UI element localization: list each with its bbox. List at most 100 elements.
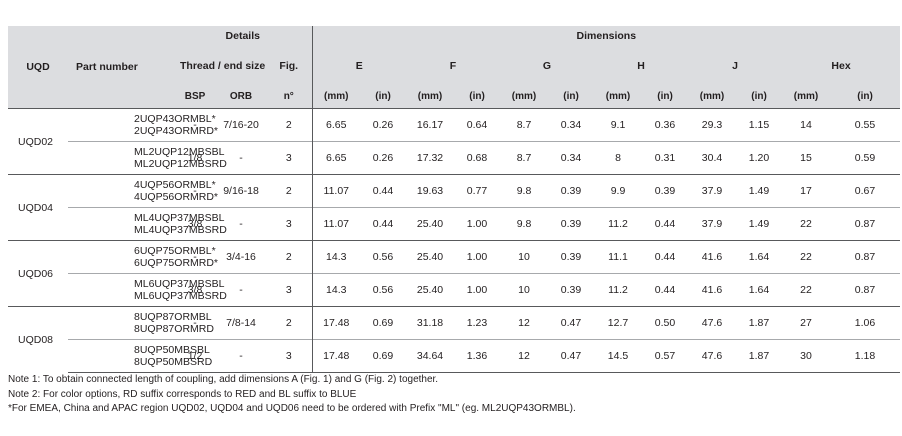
part-number: 6UQP75ORMRD*: [134, 257, 219, 269]
dimension-value-cell: 0.44: [642, 240, 689, 274]
uqd-size-cell: UQD06: [8, 240, 68, 307]
dimension-value-cell: 22: [782, 273, 831, 307]
bsp-cell: -: [174, 174, 216, 208]
dimension-value-cell: 0.87: [830, 273, 901, 307]
dimension-value-cell: 11.07: [311, 207, 361, 241]
dimension-value-cell: 41.6: [688, 273, 737, 307]
dimension-value-cell: 17.48: [311, 306, 361, 340]
unit-in-header: (in): [642, 86, 689, 109]
dimension-value-cell: 1.00: [454, 273, 501, 307]
orb-cell: 9/16-18: [216, 174, 266, 208]
fig-cell: 2: [266, 240, 313, 274]
part-number: ML4UQP37MBSRD: [134, 224, 227, 236]
part-number-cell: 2UQP43ORMBL* 2UQP43ORMRD*: [68, 108, 218, 142]
dimension-value-cell: 25.40: [406, 240, 455, 274]
coupling-dimensions-table: UQD Part number Details Dimensions Threa…: [8, 26, 901, 373]
table-row: ML6UQP37MBSBL ML6UQP37MBSRD 3/8-3 14.3 0.56 2…: [8, 273, 901, 307]
unit-in-header: (in): [736, 86, 783, 109]
dimension-value-cell: 37.9: [688, 207, 737, 241]
dimension-value-cell: 0.44: [642, 273, 689, 307]
dimension-value-cell: 1.20: [736, 141, 783, 175]
note-2: Note 2: For color options, RD suffix cor…: [8, 388, 357, 400]
orb-cell: -: [216, 273, 266, 307]
dimension-value-cell: 16.17: [406, 108, 455, 142]
dim-hex-header: Hex: [782, 46, 901, 86]
orb-cell: 7/16-20: [216, 108, 266, 142]
dimension-value-cell: 22: [782, 240, 831, 274]
dimension-value-cell: 6.65: [311, 141, 361, 175]
fig-cell: 2: [266, 306, 313, 340]
dimension-value-cell: 0.44: [642, 207, 689, 241]
dimension-value-cell: 0.44: [360, 174, 407, 208]
part-number: 2UQP43ORMBL*: [134, 113, 216, 125]
dimension-value-cell: 11.2: [594, 207, 643, 241]
dimension-value-cell: 1.23: [454, 306, 501, 340]
thread-end-size-header: Thread / end size: [174, 46, 266, 86]
uqd-header: UQD: [8, 26, 68, 109]
table-body: UQD02 2UQP43ORMBL* 2UQP43ORMRD* -7/16-20 2 6.…: [8, 108, 901, 373]
part-number: 6UQP75ORMBL*: [134, 245, 216, 257]
dimension-value-cell: 1.64: [736, 273, 783, 307]
dimension-value-cell: 0.26: [360, 108, 407, 142]
part-number-cell: 6UQP75ORMBL* 6UQP75ORMRD*: [68, 240, 219, 274]
dimension-value-cell: 0.50: [642, 306, 689, 340]
dimension-value-cell: 0.57: [642, 339, 689, 373]
unit-in-header: (in): [830, 86, 901, 109]
part-number: ML2UQP12MBSRD: [134, 158, 227, 170]
dimension-value-cell: 1.18: [830, 339, 901, 373]
dimension-value-cell: 14.3: [311, 273, 361, 307]
dimension-value-cell: 1.49: [736, 174, 783, 208]
part-number-cell: ML2UQP12MBSBL ML2UQP12MBSRD: [68, 141, 227, 175]
dimension-value-cell: 1.36: [454, 339, 501, 373]
spec-table-container: UQD Part number Details Dimensions Threa…: [8, 26, 901, 373]
part-number-cell: 8UQP87ORMBL 8UQP87ORMRD: [68, 306, 214, 340]
dimension-value-cell: 27: [782, 306, 831, 340]
dimension-value-cell: 9.1: [594, 108, 643, 142]
dimension-value-cell: 0.56: [360, 240, 407, 274]
dimension-value-cell: 8: [594, 141, 643, 175]
fig-cell: 3: [266, 207, 313, 241]
dim-e-header: E: [311, 46, 407, 86]
dimension-value-cell: 0.34: [548, 108, 595, 142]
dimension-value-cell: 19.63: [406, 174, 455, 208]
dim-f-header: F: [406, 46, 501, 86]
part-number: ML4UQP37MBSBL: [134, 212, 225, 224]
dimension-value-cell: 0.36: [642, 108, 689, 142]
details-header: Details: [174, 26, 313, 46]
dimension-value-cell: 41.6: [688, 240, 737, 274]
fig-cell: 3: [266, 339, 313, 373]
dimension-value-cell: 47.6: [688, 306, 737, 340]
dimension-value-cell: 10: [500, 240, 549, 274]
dimension-value-cell: 0.47: [548, 306, 595, 340]
part-number-header: Part number: [68, 26, 174, 109]
dimension-value-cell: 11.1: [594, 240, 643, 274]
unit-in-header: (in): [548, 86, 595, 109]
dimension-value-cell: 0.67: [830, 174, 901, 208]
dimension-value-cell: 17.48: [311, 339, 361, 373]
dimension-value-cell: 0.68: [454, 141, 501, 175]
dimension-value-cell: 37.9: [688, 174, 737, 208]
dimension-value-cell: 14: [782, 108, 831, 142]
dimension-value-cell: 12: [500, 339, 549, 373]
bsp-cell: 1/8: [174, 141, 216, 175]
dimensions-header: Dimensions: [311, 26, 901, 46]
orb-header: ORB: [216, 86, 266, 109]
part-number: 8UQP50MBSBL: [134, 344, 210, 356]
dimension-value-cell: 47.6: [688, 339, 737, 373]
part-number: ML2UQP12MBSBL: [134, 146, 225, 158]
dimension-value-cell: 12.7: [594, 306, 643, 340]
dimension-value-cell: 0.87: [830, 240, 901, 274]
dimension-value-cell: 1.06: [830, 306, 901, 340]
dimension-value-cell: 0.39: [642, 174, 689, 208]
dimension-value-cell: 15: [782, 141, 831, 175]
part-number-cell: ML6UQP37MBSBL ML6UQP37MBSRD: [68, 273, 227, 307]
bsp-cell: -: [174, 240, 216, 274]
dimension-value-cell: 0.69: [360, 339, 407, 373]
part-number-cell: 8UQP50MBSBL 8UQP50MBSRD: [68, 339, 212, 373]
dimension-value-cell: 30: [782, 339, 831, 373]
unit-mm-header: (mm): [406, 86, 455, 109]
part-number-cell: 4UQP56ORMBL* 4UQP56ORMRD*: [68, 174, 218, 208]
fig-cell: 2: [266, 108, 313, 142]
dimension-value-cell: 6.65: [311, 108, 361, 142]
orb-cell: 7/8-14: [216, 306, 266, 340]
